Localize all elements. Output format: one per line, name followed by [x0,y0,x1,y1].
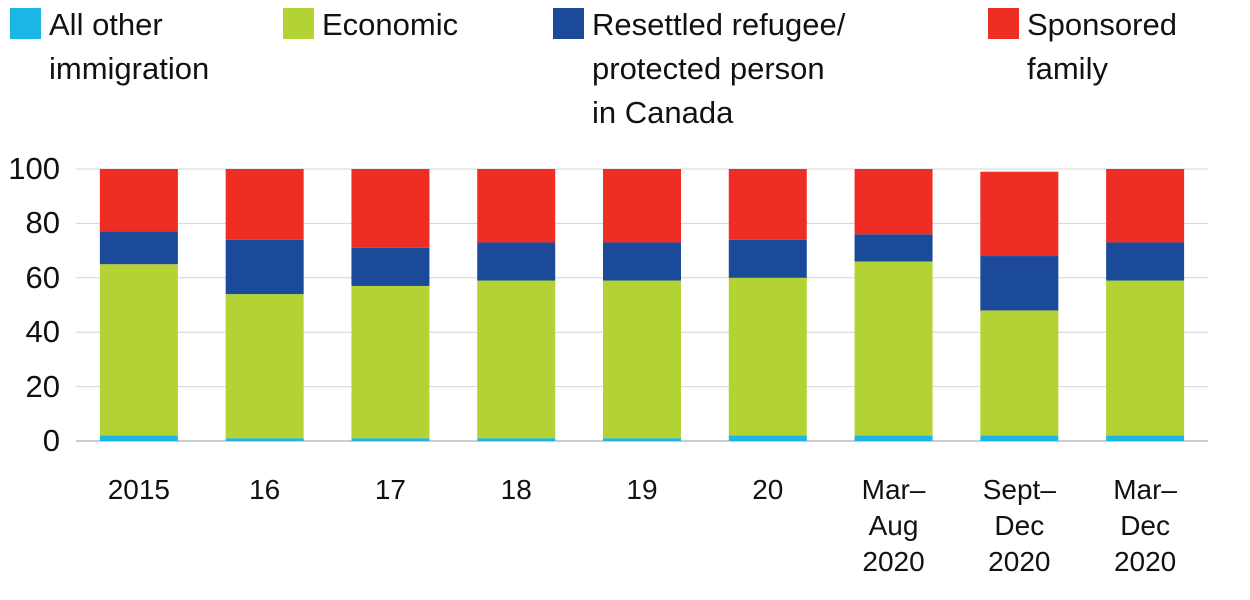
x-tick-label: Sept– Dec 2020 [982,474,1056,577]
legend-swatch [10,8,41,39]
x-tick-label: 20 [752,474,784,505]
legend-label: Economic [322,7,459,42]
legend-swatch [988,8,1019,39]
bar-segment [477,438,556,441]
x-tick-label: 2015 [107,474,171,505]
x-tick-label: Mar– Dec 2020 [1113,474,1177,577]
bar-segment [99,264,178,436]
legend-label: All other immigration [49,7,210,86]
legend-swatch [283,8,314,39]
bar-segment [225,169,304,240]
bar-segment [99,435,178,441]
x-tick-label: 18 [500,474,532,505]
bar-segment [603,242,681,281]
bar-segment [99,231,178,265]
bar-segment [477,242,556,281]
bar-segment [728,435,807,441]
bar-segment [854,234,933,262]
y-tick-label: 60 [25,259,60,295]
y-tick-label: 80 [25,205,60,241]
bar-segment [854,169,933,235]
bar-segment [728,169,807,240]
bar-segment [477,280,556,439]
y-tick-label: 20 [25,368,60,404]
bar-segment [980,310,1059,436]
bar-segment [603,280,681,439]
bar-segment [854,435,933,441]
x-tick-label: Mar– Aug 2020 [861,474,926,577]
bar-segment [854,261,933,436]
x-tick-label: 16 [249,474,281,505]
bar-segment [1106,169,1185,243]
bar-segment [477,169,556,243]
legend-label: Resettled refugee/ protected person in C… [592,7,846,130]
bar-segment [1106,242,1185,281]
bar-segment [980,435,1059,441]
bar-segment [980,256,1059,311]
bar-segment [603,438,681,441]
x-tick-label: 17 [374,474,407,505]
bar-segment [1106,280,1185,436]
bar-segment [980,171,1059,257]
bar-segment [603,169,681,243]
y-tick-label: 40 [25,314,60,350]
y-tick-label: 100 [8,151,60,186]
bar-segment [728,277,807,436]
bar-segment [225,294,304,439]
legend-swatch [553,8,584,39]
bar-segment [351,438,430,441]
bar-segment [351,169,430,248]
y-tick-label: 0 [42,423,60,458]
bar-segment [225,239,304,295]
bar-segment [351,247,430,286]
bar-segment [225,438,304,441]
bar-segment [1106,435,1185,441]
bar-segment [728,239,807,278]
legend-label: Sponsored family [1027,7,1177,86]
x-tick-label: 19 [626,474,658,505]
bar-segment [99,169,178,232]
bar-segment [351,285,430,439]
